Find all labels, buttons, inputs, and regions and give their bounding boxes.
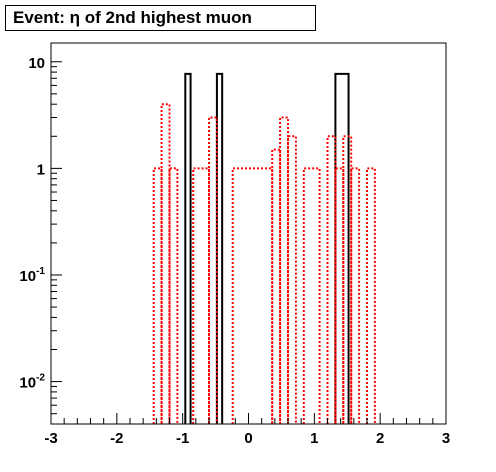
x-tick-label: -3 (44, 430, 57, 447)
histogram-bars (152, 72, 376, 424)
histogram-bin (152, 167, 163, 424)
series-1 (152, 103, 376, 424)
axes: -3 -2 -1 0 1 2 3 10 1 10-1 10-2 (19, 55, 450, 447)
histogram-bin (334, 167, 345, 424)
histogram-bin (160, 103, 171, 424)
histogram-bin (334, 72, 350, 424)
histogram-bin (287, 135, 297, 424)
y-tick-label: 10-1 (19, 266, 45, 285)
histogram-bin (184, 72, 192, 424)
histogram-bin (326, 135, 337, 424)
plot-frame (50, 42, 447, 425)
x-tick-label: 0 (244, 430, 252, 447)
y-tick-label: 1 (37, 161, 45, 178)
histogram-bin (231, 167, 274, 424)
histogram-bin (208, 116, 218, 424)
x-tick-label: -2 (110, 430, 123, 447)
y-tick-label: 10-2 (19, 373, 45, 392)
histogram-bin (350, 167, 361, 424)
x-tick-label: 2 (376, 430, 384, 447)
histogram-bin (302, 167, 321, 424)
x-tick-label: 3 (442, 430, 450, 447)
chart-title: Event: η of 2nd highest muon (5, 5, 316, 31)
x-tick-label: 1 (310, 430, 318, 447)
x-tick-label: -1 (176, 430, 189, 447)
histogram-bin (366, 167, 376, 424)
y-tick-label: 10 (28, 55, 45, 72)
histogram-bin (271, 148, 282, 424)
histogram-bin (342, 135, 353, 424)
histogram-bin (192, 167, 210, 424)
histogram-bin (279, 116, 289, 424)
histogram-bin (168, 167, 179, 424)
